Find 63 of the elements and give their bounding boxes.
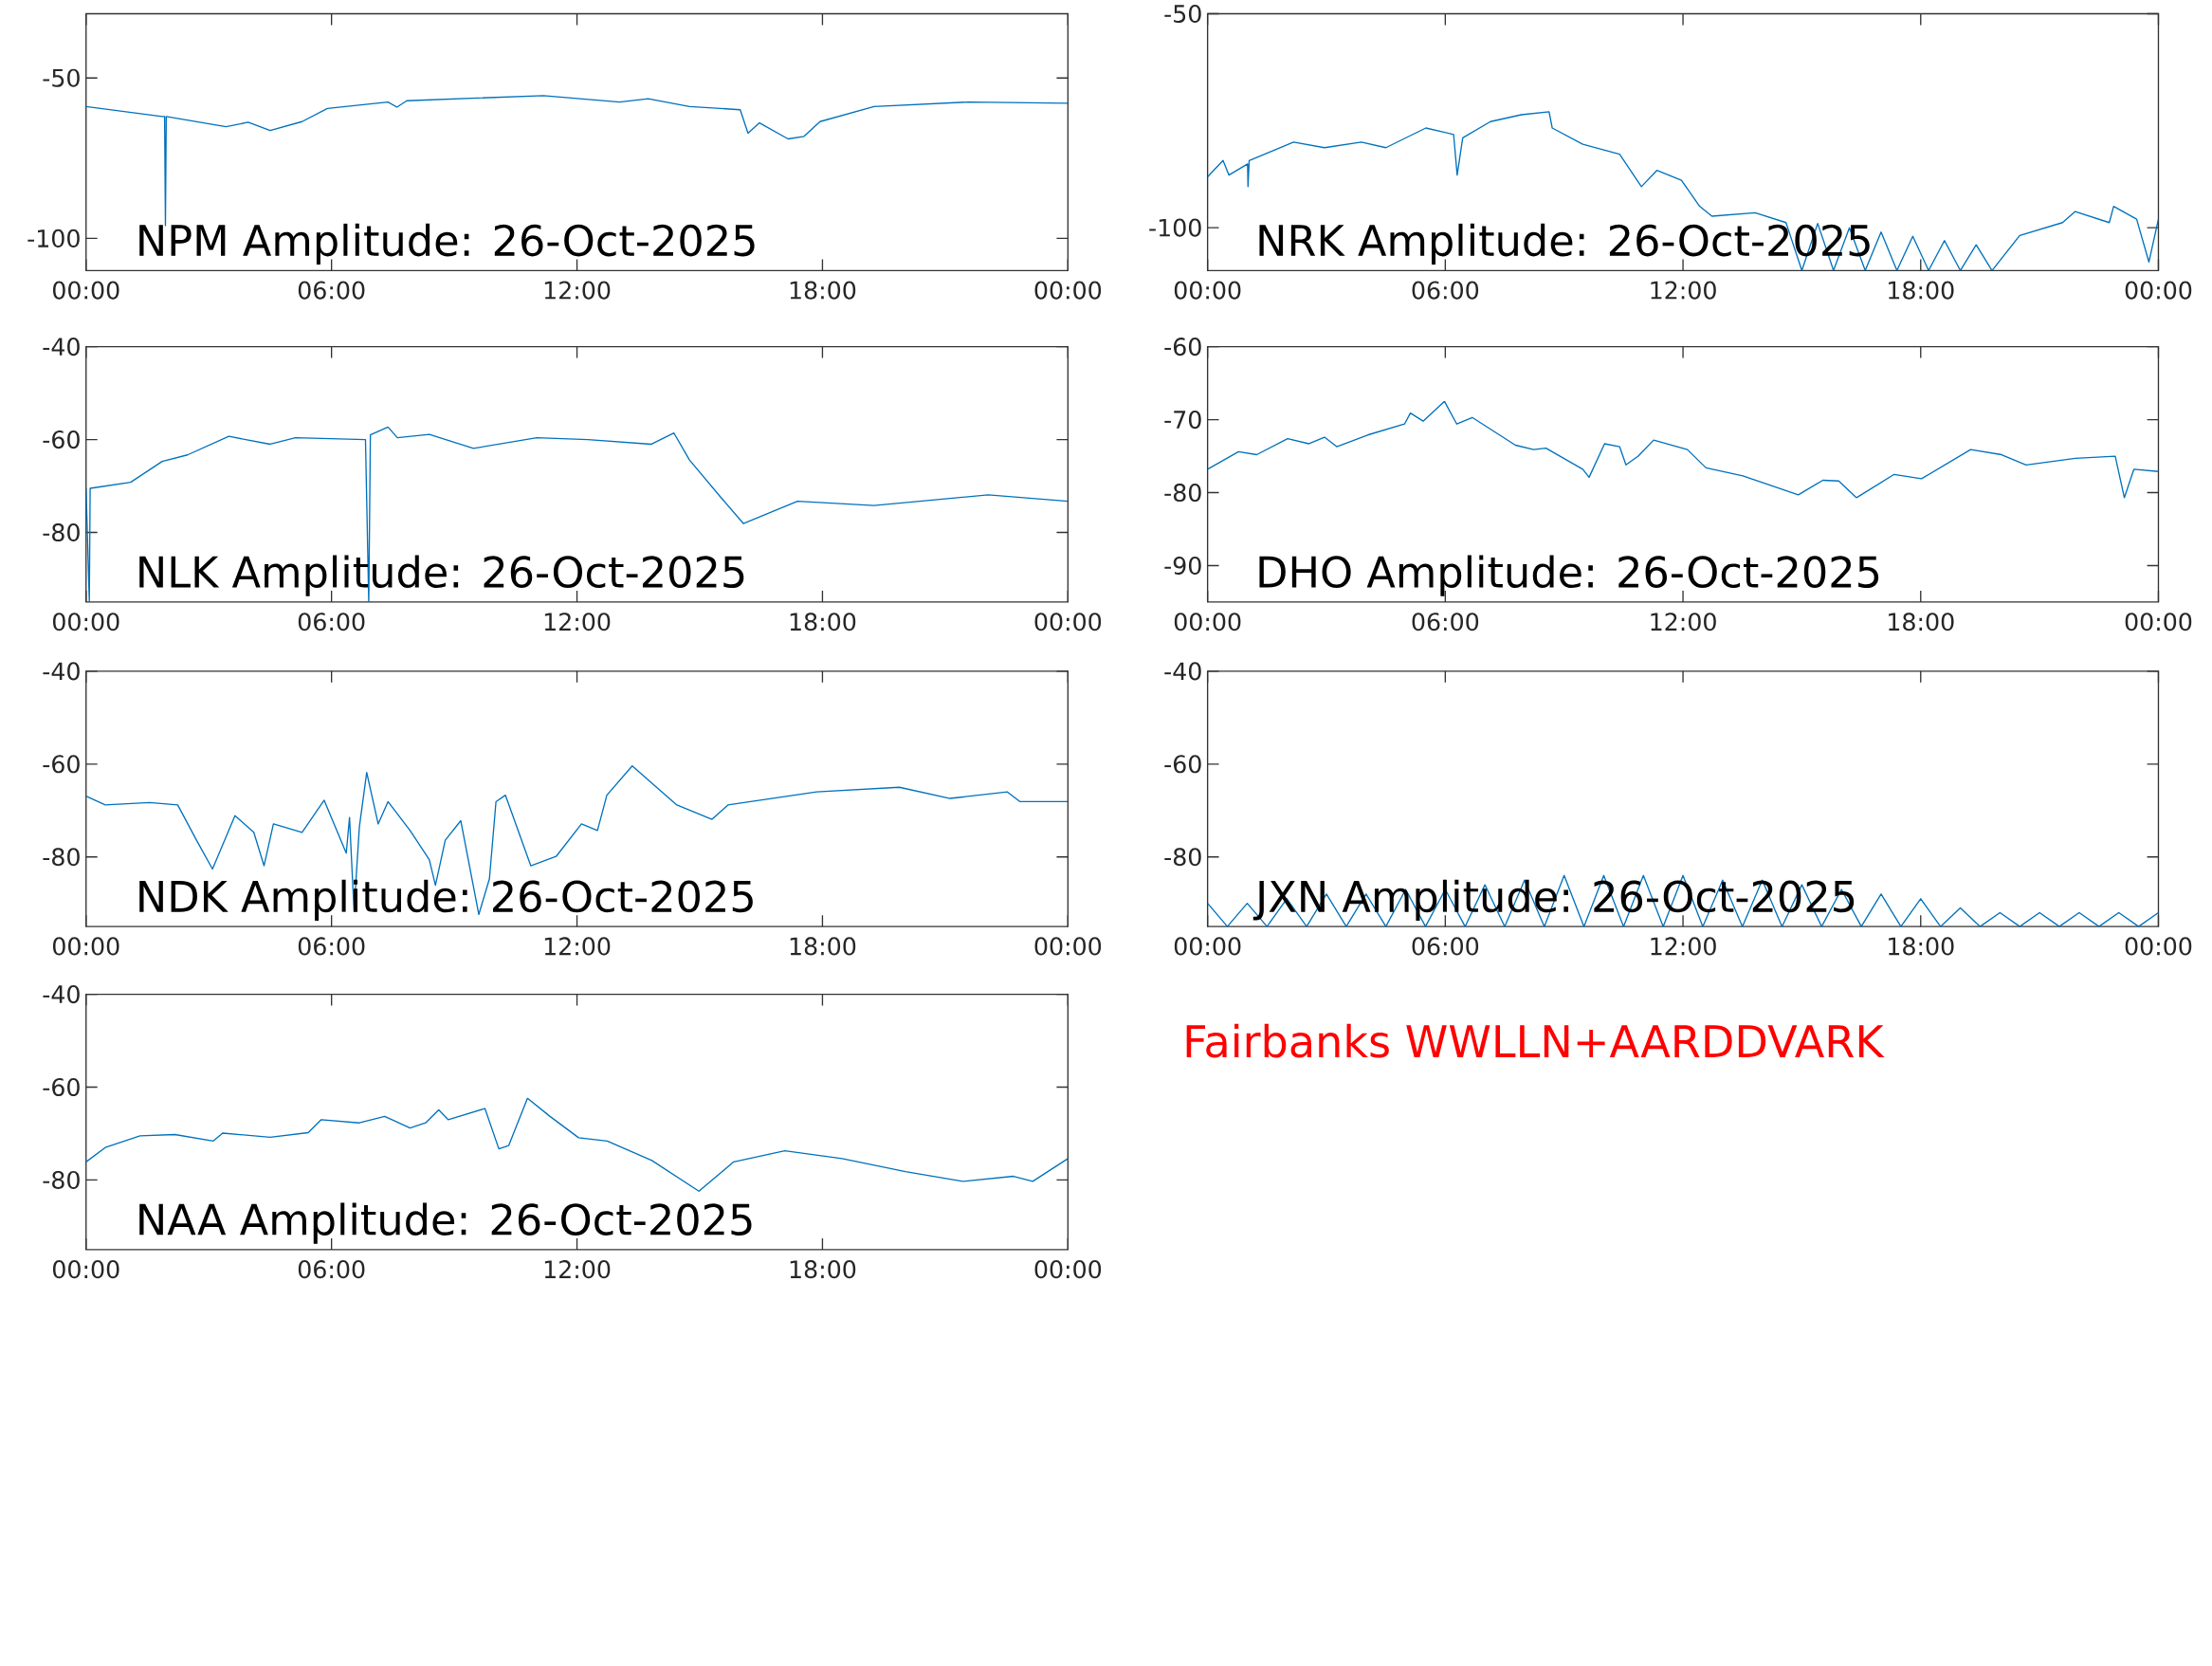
x-tick-label: 00:00 (1034, 937, 1102, 956)
x-tick-label: 06:00 (1412, 937, 1479, 956)
y-tick-label: -70 (1164, 411, 1201, 430)
y-tick-label: -60 (43, 1078, 80, 1097)
text: NAA Amplitude: 26-Oct-2025 (139, 1202, 752, 1244)
x-tick-label: 00:00 (1034, 1260, 1102, 1279)
x-tick-label: 06:00 (1412, 613, 1479, 632)
x-tick-label: 00:00 (1174, 281, 1241, 300)
y-tick-label: -40 (1164, 662, 1201, 681)
y-tick-label: -40 (43, 662, 80, 681)
x-tick-label: 00:00 (1034, 613, 1102, 632)
y-tick-label: -90 (1164, 556, 1201, 576)
x-tick-label: 18:00 (790, 281, 856, 300)
line-series (85, 426, 1069, 603)
x-tick-label: 00:00 (52, 613, 119, 632)
x-tick-label: 12:00 (544, 937, 611, 956)
y-tick-label: -50 (43, 68, 80, 87)
y-tick-label: -40 (43, 985, 80, 1004)
x-tick-label: 12:00 (544, 1260, 611, 1279)
x-tick-label: 00:00 (52, 1260, 119, 1279)
y-tick-label: -100 (27, 229, 80, 248)
x-tick-label: 06:00 (298, 937, 365, 956)
x-tick-label: 00:00 (1174, 613, 1241, 632)
y-tick-label: -60 (43, 755, 80, 774)
x-tick-label: 00:00 (2125, 613, 2192, 632)
y-tick-label: -80 (1164, 848, 1201, 867)
x-tick-label: 06:00 (298, 1260, 365, 1279)
x-tick-label: 18:00 (790, 1260, 856, 1279)
x-tick-label: 18:00 (790, 937, 856, 956)
y-tick-label: -80 (1164, 484, 1201, 503)
text: DHO Amplitude: 26-Oct-2025 (1259, 555, 1879, 596)
x-tick-label: 18:00 (1889, 937, 1954, 956)
y-tick-label: -50 (1164, 5, 1201, 24)
y-tick-label: -60 (43, 430, 80, 449)
y-tick-label: -80 (43, 1170, 80, 1190)
x-tick-label: 18:00 (1889, 281, 1954, 300)
y-tick-label: -60 (1164, 755, 1201, 774)
x-tick-label: 12:00 (544, 281, 611, 300)
y-tick-label: -60 (1164, 338, 1201, 357)
y-tick-label: -40 (43, 338, 80, 357)
x-tick-label: 18:00 (790, 613, 856, 632)
line-series (1207, 400, 2159, 499)
x-tick-label: 06:00 (298, 281, 365, 300)
line-series (85, 1097, 1069, 1192)
y-tick-label: -80 (43, 848, 80, 867)
x-tick-label: 06:00 (1412, 281, 1479, 300)
x-tick-label: 06:00 (298, 613, 365, 632)
x-tick-label: 00:00 (2125, 937, 2192, 956)
x-tick-label: 12:00 (1651, 937, 1716, 956)
text: Fairbanks WWLLN+AARDDVARK (1186, 1023, 1885, 1058)
x-tick-label: 00:00 (1034, 281, 1102, 300)
x-tick-label: 12:00 (544, 613, 611, 632)
x-tick-label: 00:00 (2125, 281, 2192, 300)
line-series (1207, 111, 2159, 271)
y-tick-label: -100 (1149, 218, 1201, 237)
x-tick-label: 18:00 (1889, 613, 1954, 632)
x-tick-label: 00:00 (1174, 937, 1241, 956)
x-tick-label: 00:00 (52, 281, 119, 300)
x-tick-label: 00:00 (52, 937, 119, 956)
text: NPM Amplitude: 26-Oct-2025 (139, 223, 755, 265)
y-tick-label: -80 (43, 523, 80, 542)
x-tick-label: 12:00 (1651, 613, 1716, 632)
x-tick-label: 12:00 (1651, 281, 1716, 300)
